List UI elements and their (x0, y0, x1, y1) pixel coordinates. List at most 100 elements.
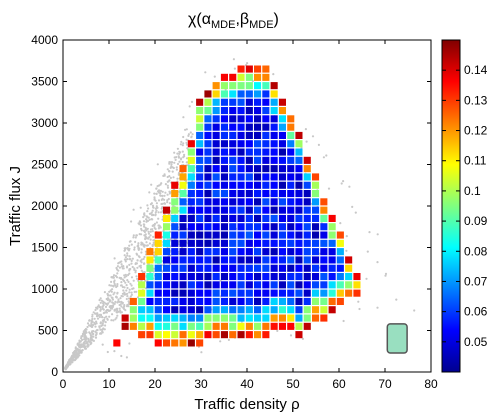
heatmap-cell-199 (212, 206, 220, 214)
heatmap-cell-239 (220, 131, 228, 139)
scatter-point-1224 (161, 202, 164, 205)
scatter-point-453 (151, 228, 154, 231)
heatmap-cell-235 (220, 165, 228, 173)
scatter-point-854 (82, 341, 85, 345)
heatmap-cell-525 (303, 281, 311, 289)
scatter-point-1075 (70, 356, 73, 359)
heatmap-cell-517 (295, 148, 303, 156)
scatter-point-848 (96, 317, 100, 320)
heatmap-cell-581 (328, 248, 336, 256)
scatter-point-434 (112, 319, 115, 322)
heatmap-cell-344 (245, 65, 253, 73)
scatter-point-368 (163, 194, 166, 197)
heatmap-cell-40 (163, 339, 171, 347)
heatmap-cell-305 (237, 115, 245, 123)
heatmap-cell-401 (262, 140, 270, 148)
heatmap-cell-488 (287, 165, 295, 173)
scatter-point-18 (119, 297, 122, 300)
heatmap-cell-601 (353, 281, 361, 289)
x-tick-label-4: 40 (240, 377, 254, 391)
heatmap-cell-139 (196, 214, 204, 222)
heatmap-cell-138 (196, 223, 204, 231)
heatmap-cell-520 (303, 322, 311, 330)
scatter-point-990 (125, 297, 128, 301)
scatter-point-742 (92, 335, 95, 338)
heatmap-cell-168 (204, 214, 212, 222)
heatmap-cell-441 (278, 322, 286, 330)
heatmap-cell-328 (245, 198, 253, 206)
heatmap-cell-494 (287, 115, 295, 123)
scatter-point-826 (92, 311, 95, 314)
heatmap-cell-253 (229, 281, 237, 289)
heatmap-cell-56 (163, 206, 171, 214)
heatmap-cell-482 (287, 214, 295, 222)
scatter-point-496 (146, 227, 149, 230)
scatter-point-1087 (119, 284, 123, 287)
scatter-point-974 (167, 197, 170, 201)
heatmap-cell-412 (270, 314, 278, 322)
y-tick-label-0: 0 (51, 365, 58, 379)
heatmap-cell-104 (187, 297, 195, 305)
heatmap-cell-92 (179, 214, 187, 222)
scatter-point-1133 (357, 300, 360, 303)
heatmap-cell-587 (336, 289, 344, 297)
heatmap-cell-558 (312, 173, 320, 181)
heatmap-cell-39 (154, 231, 162, 239)
scatter-point-852 (116, 291, 119, 294)
scatter-point-580 (124, 281, 127, 284)
heatmap-cell-83 (179, 289, 187, 297)
heatmap-cell-396 (262, 181, 270, 189)
heatmap-cell-299 (237, 165, 245, 173)
heatmap-cell-313 (245, 322, 253, 330)
heatmap-cell-63 (171, 289, 179, 297)
heatmap-cell-303 (237, 131, 245, 139)
x-tick-label-0: 0 (60, 377, 67, 391)
heatmap-cell-66 (171, 264, 179, 272)
heatmap-cell-515 (295, 165, 303, 173)
heatmap-cell-491 (287, 140, 295, 148)
scatter-point-53 (143, 271, 146, 274)
heatmap-cell-595 (345, 289, 353, 297)
heatmap-cell-403 (262, 123, 270, 131)
scatter-point-1082 (136, 266, 139, 269)
scatter-point-684 (179, 151, 182, 154)
heatmap-cell-584 (328, 223, 336, 231)
heatmap-cell-65 (171, 273, 179, 281)
scatter-point-1218 (354, 211, 357, 214)
heatmap-cell-77 (179, 339, 187, 347)
heatmap-cell-444 (278, 297, 286, 305)
scatter-point-797 (124, 256, 127, 259)
scatter-point-1252 (345, 235, 348, 238)
heatmap-cell-38 (154, 239, 162, 247)
heatmap-cell-166 (204, 231, 212, 239)
scatter-point-569 (129, 282, 132, 285)
heatmap-cell-424 (270, 214, 278, 222)
heatmap-cell-363 (254, 181, 262, 189)
y-axis-ticks: 0 500 1000 1500 2000 2500 3000 3500 4000 (31, 33, 431, 379)
scatter-point-1196 (188, 105, 191, 108)
heatmap-cell-565 (320, 264, 328, 272)
scatter-point-342 (120, 305, 123, 308)
heatmap-cell-17 (146, 314, 154, 322)
heatmap-cell-539 (303, 165, 311, 173)
heatmap-cell-243 (220, 98, 228, 106)
scatter-point-471 (133, 290, 136, 293)
scatter-point-1076 (104, 324, 107, 327)
heatmap-cell-511 (295, 198, 303, 206)
heatmap-cell-431 (270, 156, 278, 164)
scatter-point-369 (153, 224, 156, 227)
scatter-point-903 (99, 321, 102, 324)
heatmap-cell-343 (245, 73, 253, 81)
heatmap-cell-48 (163, 273, 171, 281)
heatmap-cell-130 (196, 289, 204, 297)
scatter-point-708 (98, 325, 101, 328)
scatter-point-792 (113, 309, 116, 312)
scatter-point-986 (143, 225, 146, 228)
heatmap-cell-127 (196, 314, 204, 322)
scatter-point-492 (181, 150, 184, 153)
scatter-point-1166 (289, 334, 293, 337)
scatter-point-892 (92, 323, 95, 327)
scatter-point-1124 (304, 128, 307, 131)
scatter-point-454 (117, 269, 120, 272)
heatmap-cell-209 (212, 123, 220, 131)
